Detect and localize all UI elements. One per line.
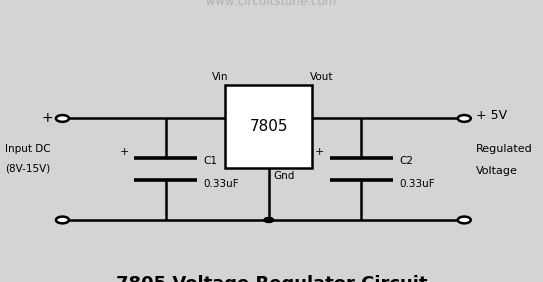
Text: Vout: Vout	[310, 72, 333, 82]
Text: Input DC: Input DC	[5, 144, 51, 154]
Circle shape	[56, 115, 69, 122]
Text: + 5V: + 5V	[476, 109, 507, 122]
Bar	[225, 85, 312, 168]
Text: (8V-15V): (8V-15V)	[5, 164, 50, 173]
Text: 7805: 7805	[250, 119, 288, 134]
Circle shape	[458, 217, 471, 223]
Text: Vin: Vin	[212, 72, 228, 82]
Text: 0.33uF: 0.33uF	[399, 179, 435, 188]
Text: +: +	[119, 147, 129, 157]
Text: Regulated: Regulated	[476, 144, 533, 154]
Text: Gnd: Gnd	[273, 171, 294, 180]
Text: Voltage: Voltage	[476, 166, 518, 176]
Circle shape	[264, 217, 274, 222]
Circle shape	[56, 217, 69, 223]
Text: 7805 Voltage Regulator Circuit: 7805 Voltage Regulator Circuit	[116, 275, 427, 282]
Text: 0.33uF: 0.33uF	[204, 179, 239, 188]
Circle shape	[458, 115, 471, 122]
Text: C1: C1	[204, 156, 218, 166]
Text: C2: C2	[399, 156, 413, 166]
Text: +: +	[41, 111, 53, 125]
Text: www.circuitstune.com: www.circuitstune.com	[206, 0, 337, 8]
Text: +: +	[315, 147, 324, 157]
